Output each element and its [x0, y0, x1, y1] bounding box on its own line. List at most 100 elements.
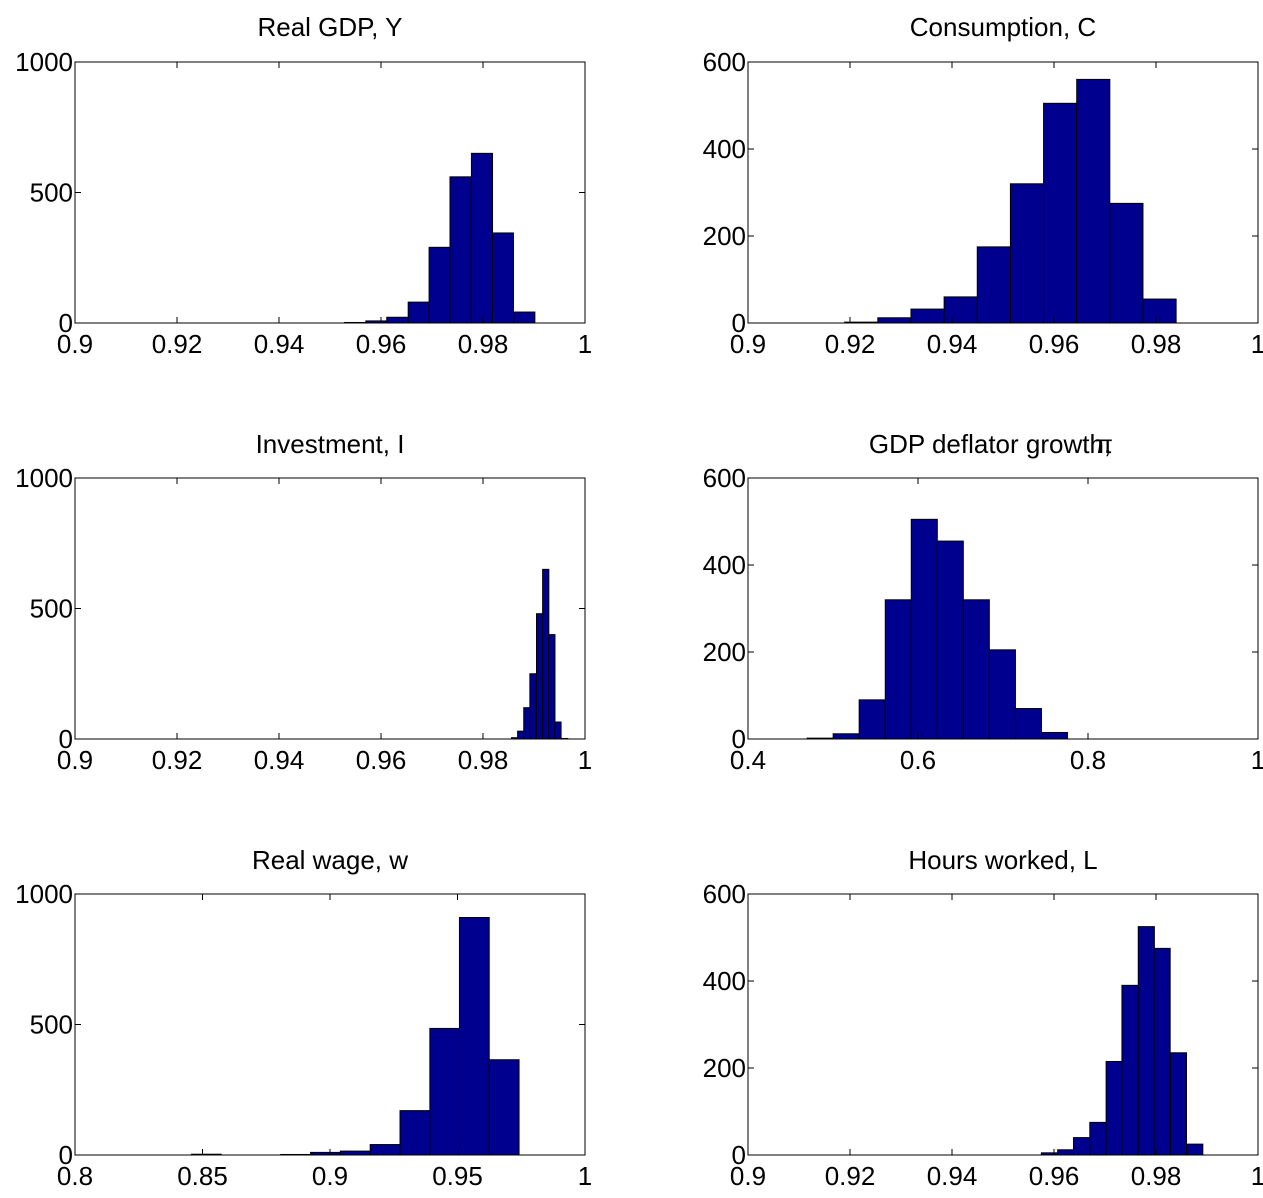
- panel-title: Consumption, C: [910, 12, 1096, 42]
- y-tick-label: 200: [703, 637, 746, 667]
- y-tick-label: 500: [30, 1010, 73, 1040]
- histogram-bar: [962, 599, 990, 740]
- panel-title: Real wage, w: [252, 845, 408, 875]
- x-tick-label: 0.9: [730, 1161, 766, 1191]
- x-tick-label: 0.98: [1131, 329, 1182, 359]
- y-tick-label: 600: [703, 879, 746, 909]
- panel-title: Real GDP, Y: [257, 12, 402, 42]
- histogram-bar: [449, 176, 472, 324]
- histogram-bar: [1153, 947, 1171, 1156]
- histogram-bar: [1040, 731, 1068, 740]
- x-tick-label: 1: [578, 745, 592, 775]
- x-tick-label: 1: [1251, 1161, 1263, 1191]
- x-tick-label: 0.92: [825, 1161, 876, 1191]
- x-tick-label: 0.9: [730, 329, 766, 359]
- y-tick-label: 0: [59, 308, 73, 338]
- y-tick-label: 200: [703, 221, 746, 251]
- histogram-bar: [910, 518, 938, 740]
- x-tick-label: 0.6: [900, 745, 936, 775]
- histogram-bar: [470, 152, 494, 324]
- histogram-bar: [1089, 1121, 1107, 1156]
- y-tick-label: 500: [30, 178, 73, 208]
- histogram-bar: [523, 707, 531, 740]
- x-tick-label: 0.94: [254, 745, 305, 775]
- x-tick-label: 0.94: [927, 1161, 978, 1191]
- histogram-bar: [1009, 183, 1045, 324]
- x-tick-label: 0.8: [1070, 745, 1106, 775]
- histogram-bar: [1072, 1137, 1091, 1156]
- y-tick-label: 1000: [15, 47, 73, 77]
- y-tick-label: 1000: [15, 879, 73, 909]
- panel-hours-worked: Hours worked, L 0.9 0.92 0.94 0.96 0.98 1 0 200…: [703, 845, 1263, 1191]
- histogram-bar: [1014, 708, 1042, 740]
- y-tick-label: 600: [703, 47, 746, 77]
- histogram-bar: [1142, 298, 1177, 324]
- x-tick-label: 0.92: [152, 329, 203, 359]
- x-tick-label: 0.85: [177, 1161, 228, 1191]
- histogram-bar: [429, 1027, 461, 1156]
- x-tick-label: 0.92: [152, 745, 203, 775]
- x-tick-label: 0.4: [730, 745, 766, 775]
- x-tick-label: 0.96: [1029, 1161, 1080, 1191]
- histogram-bar: [910, 308, 945, 324]
- x-tick-label: 0.92: [825, 329, 876, 359]
- histogram-bar: [407, 301, 430, 324]
- x-tick-label: 0.95: [432, 1161, 483, 1191]
- axes-frame: [747, 893, 1259, 1156]
- histogram-bar: [548, 634, 556, 740]
- panel-title: GDP deflator growth,: [869, 429, 1111, 459]
- x-tick-label: 0.98: [458, 329, 509, 359]
- histogram-bar: [458, 916, 490, 1156]
- x-tick-label: 0.96: [356, 329, 407, 359]
- histogram-bar: [491, 232, 514, 324]
- y-tick-label: 1000: [15, 463, 73, 493]
- histogram-bar: [884, 599, 912, 740]
- histogram-bar: [1057, 1149, 1075, 1156]
- histogram-bar: [536, 613, 544, 740]
- histogram-bar: [1169, 1052, 1188, 1156]
- y-tick-label: 0: [732, 1140, 746, 1170]
- histogram-bar: [1109, 202, 1144, 324]
- x-tick-label: 0.96: [356, 745, 407, 775]
- x-tick-label: 0.94: [927, 329, 978, 359]
- histogram-bar: [988, 649, 1016, 740]
- panel-investment: Investment, I 0.9 0.92 0.94 0.96 0.98 1 0 500 10…: [15, 429, 592, 775]
- histogram-bar: [1105, 1060, 1123, 1156]
- x-tick-label: 0.8: [57, 1161, 93, 1191]
- histogram-bar: [488, 1059, 520, 1156]
- x-tick-label: 1: [1251, 745, 1263, 775]
- axes-frame: [747, 477, 1259, 740]
- histogram-bar: [1076, 78, 1111, 324]
- x-tick-label: 0.96: [1029, 329, 1080, 359]
- y-tick-label: 0: [59, 1140, 73, 1170]
- panel-real-gdp: Real GDP, Y 0.9 0.92 0.94 0.96 0.98 1 0 500 1000: [15, 12, 592, 359]
- x-tick-label: 0.98: [458, 745, 509, 775]
- x-tick-label: 0.98: [1131, 1161, 1182, 1191]
- histogram-bar: [1137, 926, 1155, 1156]
- histogram-bar: [877, 317, 912, 324]
- x-tick-label: 1: [1251, 329, 1263, 359]
- histogram-bar: [428, 246, 451, 324]
- histogram-bar: [386, 316, 409, 324]
- panel-real-wage: Real wage, w 0.8 0.85 0.9 0.95 1 0 500 1000: [15, 845, 592, 1191]
- y-tick-label: 500: [30, 594, 73, 624]
- histogram-bar: [529, 673, 537, 740]
- histogram-bar: [517, 730, 525, 740]
- y-tick-label: 0: [732, 724, 746, 754]
- histogram-bar: [832, 733, 860, 740]
- histogram-bar: [339, 1150, 371, 1156]
- y-tick-label: 400: [703, 966, 746, 996]
- x-tick-label: 0.9: [312, 1161, 348, 1191]
- y-tick-label: 0: [59, 724, 73, 754]
- panel-gdp-deflator-growth: GDP deflator growth, π 0.4 0.6 0.8 1 0 200 400…: [703, 429, 1263, 775]
- histogram-bar: [554, 721, 562, 740]
- y-tick-label: 400: [703, 134, 746, 164]
- histogram-bar: [858, 699, 886, 740]
- panel-title-symbol: π: [1095, 429, 1113, 459]
- axes-frame: [747, 61, 1259, 324]
- x-tick-label: 0.94: [254, 329, 305, 359]
- histogram-bar: [936, 540, 964, 740]
- histogram-bar: [943, 296, 978, 324]
- histogram-bar: [542, 568, 550, 740]
